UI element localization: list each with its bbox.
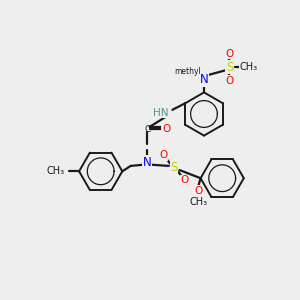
Text: N: N [200,73,208,86]
Text: O: O [181,175,189,185]
Text: O: O [225,49,234,59]
Text: S: S [226,61,233,74]
Text: CH₃: CH₃ [240,62,258,72]
Text: O: O [225,76,234,86]
Text: O: O [194,186,202,196]
Text: methyl: methyl [174,67,201,76]
Text: HN: HN [153,108,169,118]
Text: S: S [170,161,178,174]
Text: CH₃: CH₃ [46,166,65,176]
Text: N: N [143,156,152,169]
Text: CH₃: CH₃ [189,196,207,207]
Text: C: C [144,125,150,134]
Text: O: O [162,124,170,134]
Text: O: O [160,150,168,160]
